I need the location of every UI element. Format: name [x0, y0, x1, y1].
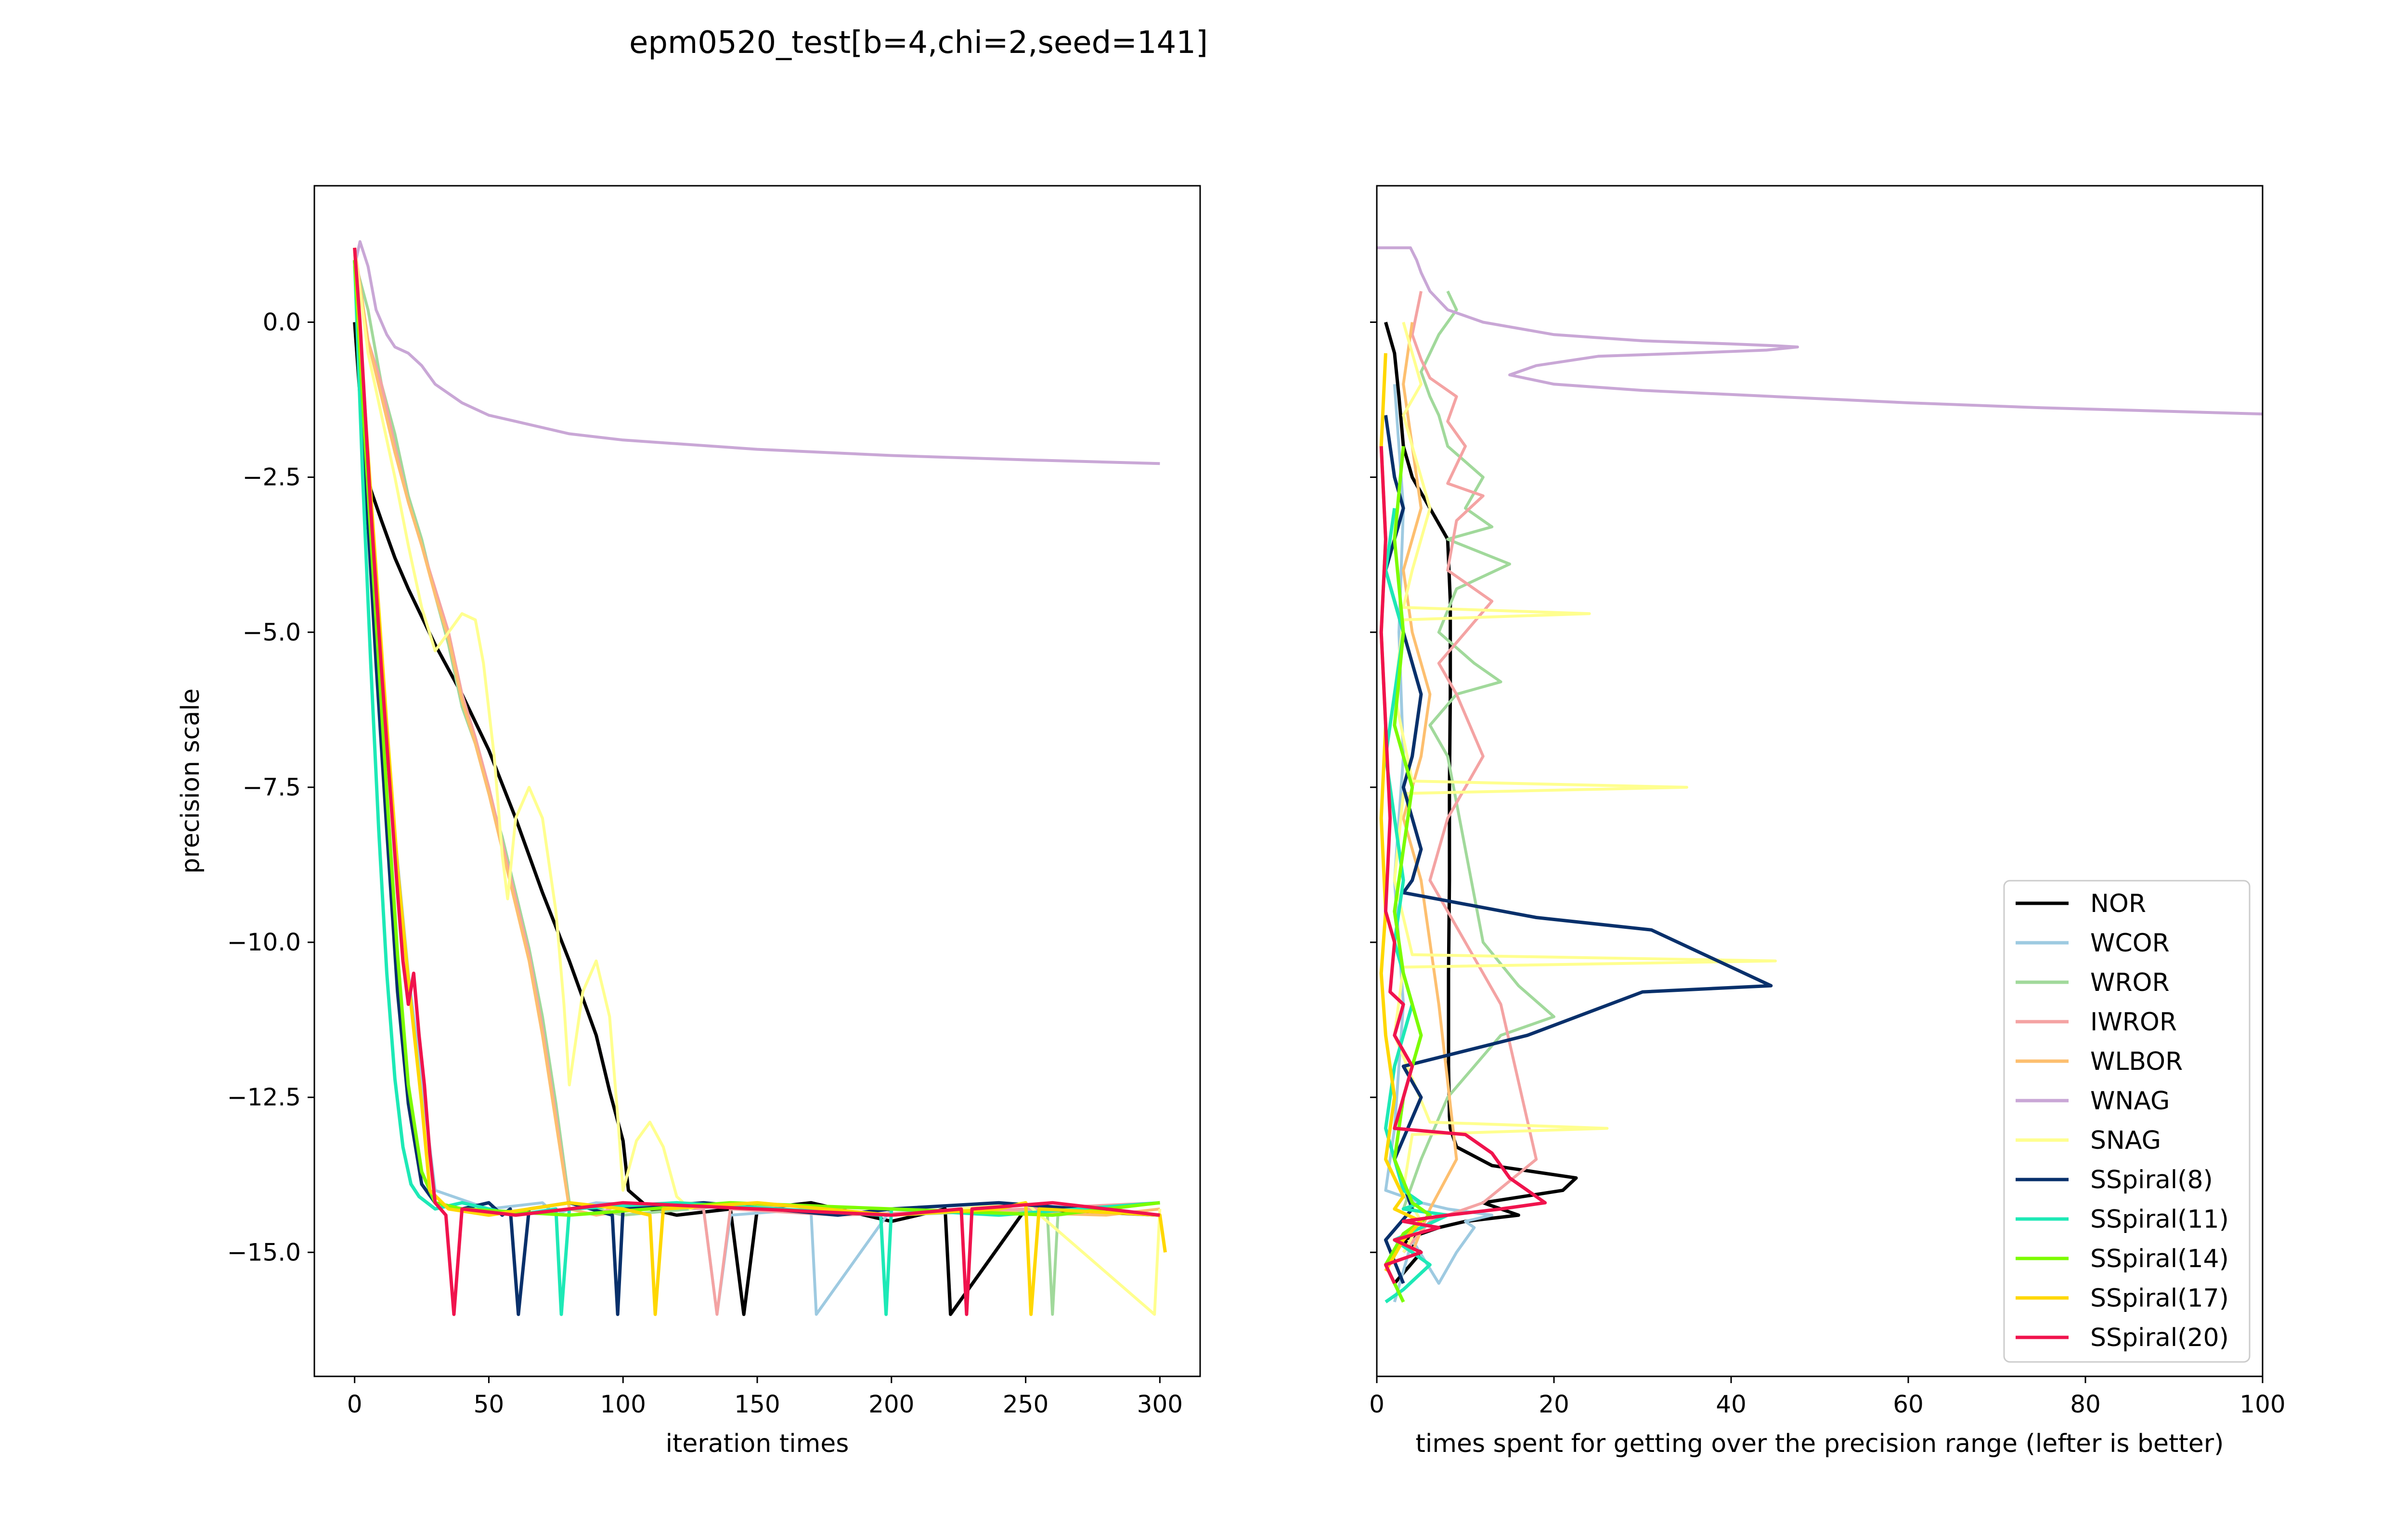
right-series-snag: [1393, 321, 1777, 1253]
legend-label-sspiral8: SSpiral(8): [2090, 1166, 2213, 1194]
left-series-wnag: [353, 240, 1160, 465]
left-y-tick-label: −15.0: [227, 1238, 301, 1266]
legend-label-sspiral20: SSpiral(20): [2090, 1323, 2229, 1352]
left-y-axis-label: precision scale: [176, 688, 205, 873]
left-y-tick-label: −5.0: [243, 618, 301, 646]
right-x-ticks: 0 20 40 60 80 100: [1369, 1376, 2286, 1418]
right-x-tick-label: 60: [1893, 1390, 1924, 1418]
right-x-tick-label: 20: [1539, 1390, 1569, 1418]
left-x-tick-label: 300: [1137, 1390, 1183, 1418]
right-series-sspiral20: [1379, 446, 1547, 1284]
right-x-tick-label: 0: [1369, 1390, 1385, 1418]
right-x-tick-label: 100: [2239, 1390, 2285, 1418]
left-plot: 0 50 100 150 200 250 300 0.0 −2.5 −5.0 −7.5 −10.0 −…: [176, 185, 1201, 1458]
right-series-iwror: [1402, 291, 1538, 1254]
legend-label-wcor: WCOR: [2090, 929, 2170, 958]
legend-label-snag: SNAG: [2090, 1126, 2161, 1155]
legend-label-sspiral14: SSpiral(14): [2090, 1245, 2229, 1273]
right-axes-frame: [1376, 185, 2264, 1377]
left-x-tick-label: 150: [734, 1390, 780, 1418]
left-x-tick-label: 50: [474, 1390, 505, 1418]
legend-label-wlbor: WLBOR: [2090, 1047, 2183, 1076]
legend-label-iwror: IWROR: [2090, 1008, 2177, 1037]
right-x-axis-label: times spent for getting over the precisi…: [1416, 1429, 2224, 1458]
legend-label-wnag: WNAG: [2090, 1087, 2170, 1116]
left-series-sspiral20: [353, 247, 1160, 1316]
right-y-ticks: [1370, 321, 1377, 1253]
left-x-tick-label: 200: [868, 1390, 914, 1418]
right-series-wror: [1402, 290, 1555, 1210]
right-plot: 0 20 40 60 80 100 times spent for getting ove…: [1369, 185, 2286, 1458]
right-x-tick-label: 80: [2070, 1390, 2101, 1418]
legend-label-nor: NOR: [2090, 889, 2146, 918]
right-series-wnag: [1377, 246, 2263, 416]
left-y-tick-label: −2.5: [243, 463, 301, 491]
legend-box: [2003, 880, 2251, 1363]
left-x-ticks: 0 50 100 150 200 250 300: [347, 1376, 1183, 1418]
left-x-tick-label: 0: [347, 1390, 362, 1418]
left-x-tick-label: 100: [600, 1390, 646, 1418]
right-series-group: [1377, 246, 2263, 1304]
left-y-tick-label: −10.0: [227, 928, 301, 956]
left-series-group: [353, 240, 1167, 1316]
left-y-tick-label: 0.0: [262, 308, 301, 336]
legend-label-sspiral17: SSpiral(17): [2090, 1284, 2229, 1313]
left-y-tick-label: −12.5: [227, 1083, 301, 1111]
legend-label-wror: WROR: [2090, 968, 2170, 997]
legend: NOR WCOR WROR IWROR WLBOR WNAG SNAG SSpiral(8) S…: [2003, 880, 2251, 1363]
left-x-tick-label: 250: [1003, 1390, 1048, 1418]
legend-items: NOR WCOR WROR IWROR WLBOR WNAG SNAG SSpiral(8) S…: [2016, 889, 2229, 1352]
left-y-tick-label: −7.5: [243, 773, 301, 801]
figure-title: epm0520_test[b=4,chi=2,seed=141]: [629, 25, 1208, 61]
legend-label-sspiral11: SSpiral(11): [2090, 1205, 2229, 1234]
left-x-axis-label: iteration times: [666, 1429, 849, 1458]
right-x-tick-label: 40: [1716, 1390, 1747, 1418]
left-y-ticks: 0.0 −2.5 −5.0 −7.5 −10.0 −12.5 −15.0: [227, 308, 314, 1266]
